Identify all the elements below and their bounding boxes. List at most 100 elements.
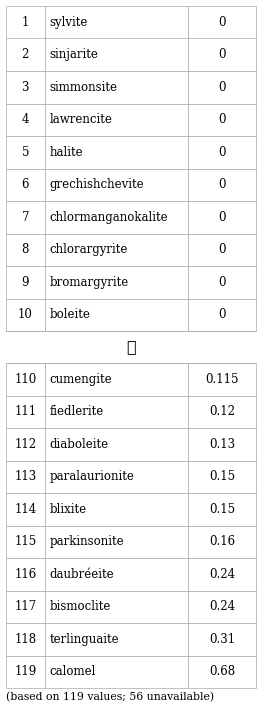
Bar [188, 104, 256, 136]
Text: 0: 0 [219, 81, 226, 94]
Text: 4: 4 [22, 113, 29, 127]
Text: 0: 0 [219, 211, 226, 224]
Bar [188, 395, 256, 428]
Bar [45, 623, 188, 656]
Bar [188, 201, 256, 234]
Bar [6, 460, 45, 493]
Text: 5: 5 [22, 146, 29, 159]
Bar [45, 493, 188, 526]
Bar [45, 201, 188, 234]
Bar [45, 395, 188, 428]
Bar [45, 136, 188, 169]
Bar [6, 591, 45, 623]
Bar [188, 234, 256, 266]
Bar [6, 428, 45, 460]
Text: 1: 1 [22, 16, 29, 29]
Bar [45, 234, 188, 266]
Text: 0.15: 0.15 [209, 503, 235, 516]
Text: (based on 119 values; 56 unavailable): (based on 119 values; 56 unavailable) [6, 692, 214, 702]
Bar [188, 266, 256, 298]
Text: chlormanganokalite: chlormanganokalite [50, 211, 168, 224]
Text: 113: 113 [14, 470, 36, 483]
Bar [6, 363, 45, 395]
Bar [188, 363, 256, 395]
Text: 0: 0 [219, 243, 226, 256]
Text: 112: 112 [14, 438, 36, 450]
Bar [45, 298, 188, 331]
Text: boleite: boleite [50, 308, 91, 321]
Bar [188, 526, 256, 558]
Bar [188, 558, 256, 591]
Bar [45, 39, 188, 71]
Bar [6, 298, 45, 331]
Bar [45, 104, 188, 136]
Text: 0.13: 0.13 [209, 438, 235, 450]
Text: daubréeite: daubréeite [50, 568, 114, 581]
Text: 6: 6 [22, 178, 29, 191]
Bar [6, 71, 45, 104]
Bar [188, 656, 256, 688]
Bar [6, 395, 45, 428]
Text: halite: halite [50, 146, 83, 159]
Text: 9: 9 [22, 276, 29, 289]
Text: 0.15: 0.15 [209, 470, 235, 483]
Bar [188, 169, 256, 201]
Bar [6, 266, 45, 298]
Text: 10: 10 [18, 308, 33, 321]
Bar [6, 558, 45, 591]
Text: 0: 0 [219, 48, 226, 61]
Bar [6, 104, 45, 136]
Bar [6, 623, 45, 656]
Text: fiedlerite: fiedlerite [50, 405, 104, 418]
Text: sylvite: sylvite [50, 16, 88, 29]
Text: 8: 8 [22, 243, 29, 256]
Text: diaboleite: diaboleite [50, 438, 109, 450]
Text: 119: 119 [14, 665, 36, 679]
Bar [6, 6, 45, 39]
Text: 0.12: 0.12 [209, 405, 235, 418]
Bar [188, 623, 256, 656]
Text: sinjarite: sinjarite [50, 48, 99, 61]
Bar [6, 201, 45, 234]
Text: cumengite: cumengite [50, 373, 112, 386]
Text: 111: 111 [14, 405, 36, 418]
Text: 2: 2 [22, 48, 29, 61]
Bar [6, 39, 45, 71]
Bar [45, 6, 188, 39]
Bar [188, 298, 256, 331]
Text: terlinguaite: terlinguaite [50, 633, 119, 646]
Text: bromargyrite: bromargyrite [50, 276, 129, 289]
Bar [188, 591, 256, 623]
Bar [188, 136, 256, 169]
Bar [45, 591, 188, 623]
Bar [188, 460, 256, 493]
Text: 0: 0 [219, 276, 226, 289]
Bar [6, 493, 45, 526]
Text: 0.115: 0.115 [205, 373, 239, 386]
Text: 0: 0 [219, 113, 226, 127]
Text: grechishchevite: grechishchevite [50, 178, 144, 191]
Text: 114: 114 [14, 503, 36, 516]
Text: 118: 118 [14, 633, 36, 646]
Text: 0.31: 0.31 [209, 633, 235, 646]
Bar [188, 493, 256, 526]
Text: 3: 3 [22, 81, 29, 94]
Bar [6, 656, 45, 688]
Text: 0.24: 0.24 [209, 601, 235, 613]
Text: paralaurionite: paralaurionite [50, 470, 135, 483]
Text: 116: 116 [14, 568, 36, 581]
Text: 0: 0 [219, 146, 226, 159]
Text: blixite: blixite [50, 503, 87, 516]
Bar [188, 428, 256, 460]
Text: 117: 117 [14, 601, 36, 613]
Bar [45, 363, 188, 395]
Bar [188, 39, 256, 71]
Text: 7: 7 [22, 211, 29, 224]
Bar [45, 266, 188, 298]
Text: 0: 0 [219, 178, 226, 191]
Text: lawrencite: lawrencite [50, 113, 113, 127]
Bar [45, 656, 188, 688]
Text: 115: 115 [14, 536, 36, 548]
Bar [45, 526, 188, 558]
Text: 0.24: 0.24 [209, 568, 235, 581]
